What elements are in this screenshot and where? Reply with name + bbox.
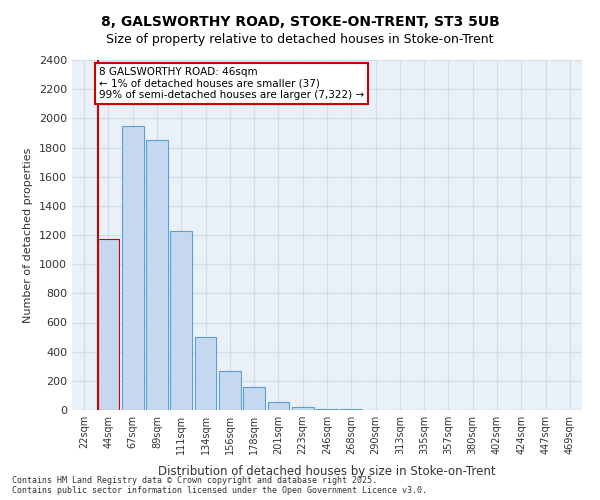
Bar [219, 370, 241, 410]
Bar [316, 409, 338, 410]
Bar [170, 232, 192, 410]
Bar [122, 126, 143, 410]
Text: Contains HM Land Registry data © Crown copyright and database right 2025.
Contai: Contains HM Land Registry data © Crown c… [12, 476, 427, 495]
Bar [268, 402, 289, 410]
Bar [97, 238, 119, 410]
Text: 8, GALSWORTHY ROAD, STOKE-ON-TRENT, ST3 5UB: 8, GALSWORTHY ROAD, STOKE-ON-TRENT, ST3 … [101, 15, 499, 29]
Bar [194, 337, 217, 410]
Bar [243, 388, 265, 410]
Text: Size of property relative to detached houses in Stoke-on-Trent: Size of property relative to detached ho… [106, 32, 494, 46]
Y-axis label: Number of detached properties: Number of detached properties [23, 148, 34, 322]
Bar [146, 140, 168, 410]
X-axis label: Distribution of detached houses by size in Stoke-on-Trent: Distribution of detached houses by size … [158, 466, 496, 478]
Bar [292, 407, 314, 410]
Text: 8 GALSWORTHY ROAD: 46sqm
← 1% of detached houses are smaller (37)
99% of semi-de: 8 GALSWORTHY ROAD: 46sqm ← 1% of detache… [99, 67, 364, 100]
